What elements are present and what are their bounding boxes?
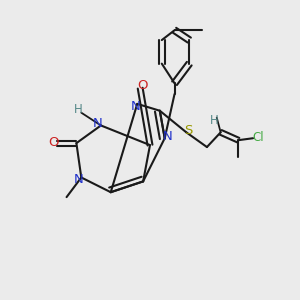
Text: N: N bbox=[93, 117, 103, 130]
Text: H: H bbox=[74, 103, 83, 116]
Text: N: N bbox=[163, 130, 172, 143]
Text: Cl: Cl bbox=[252, 131, 264, 144]
Text: O: O bbox=[49, 136, 59, 148]
Text: O: O bbox=[137, 79, 147, 92]
Text: N: N bbox=[74, 173, 83, 186]
Text: H: H bbox=[209, 114, 218, 127]
Text: N: N bbox=[130, 100, 140, 113]
Text: S: S bbox=[184, 124, 193, 137]
